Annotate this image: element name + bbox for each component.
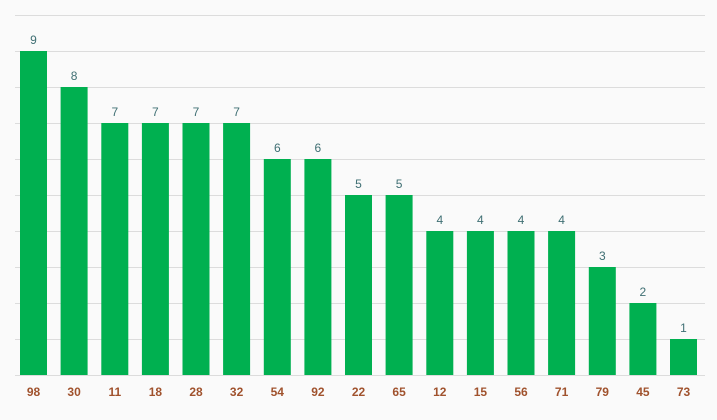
value-label-73: 1 [680, 321, 687, 335]
bar-22 [345, 195, 372, 375]
value-label-65: 5 [396, 177, 403, 191]
bar-54 [263, 159, 291, 375]
x-tick-label-32: 32 [230, 385, 244, 399]
value-label-56: 4 [518, 213, 525, 227]
bar-11 [101, 123, 129, 375]
bar-30 [60, 87, 88, 375]
value-label-79: 3 [599, 249, 606, 263]
bar-32 [223, 123, 251, 375]
bars [20, 51, 697, 375]
value-label-32: 7 [233, 105, 240, 119]
x-tick-label-22: 22 [352, 385, 366, 399]
bar-73 [670, 339, 697, 375]
bar-56 [507, 231, 535, 375]
x-tick-label-45: 45 [636, 385, 650, 399]
x-tick-label-79: 79 [596, 385, 610, 399]
x-tick-label-30: 30 [67, 385, 81, 399]
bar-45 [629, 303, 657, 375]
x-tick-label-71: 71 [555, 385, 569, 399]
bar-15 [466, 231, 494, 375]
x-tick-label-11: 11 [108, 385, 121, 399]
bar-71 [548, 231, 576, 375]
bar-92 [304, 159, 332, 375]
x-tick-label-28: 28 [189, 385, 203, 399]
bar-28 [182, 123, 210, 375]
value-label-11: 7 [111, 105, 118, 119]
value-label-15: 4 [477, 213, 484, 227]
value-label-71: 4 [558, 213, 565, 227]
x-tick-label-18: 18 [149, 385, 163, 399]
value-label-45: 2 [640, 285, 647, 299]
x-tick-label-98: 98 [27, 385, 41, 399]
bar-98 [20, 51, 47, 375]
bar-12 [426, 231, 454, 375]
value-label-30: 8 [71, 69, 78, 83]
x-tick-label-54: 54 [271, 385, 285, 399]
bar-79 [588, 267, 616, 375]
x-tick-label-56: 56 [514, 385, 528, 399]
value-label-12: 4 [436, 213, 443, 227]
value-label-28: 7 [193, 105, 200, 119]
value-label-22: 5 [355, 177, 362, 191]
value-label-54: 6 [274, 141, 281, 155]
bar-65 [385, 195, 413, 375]
x-tick-label-65: 65 [392, 385, 406, 399]
value-label-98: 9 [30, 33, 37, 47]
x-tick-label-15: 15 [474, 385, 488, 399]
x-tick-label-12: 12 [433, 385, 447, 399]
x-tick-label-92: 92 [311, 385, 325, 399]
x-tick-label-73: 73 [677, 385, 691, 399]
value-label-92: 6 [315, 141, 322, 155]
value-label-18: 7 [152, 105, 159, 119]
bar-18 [141, 123, 169, 375]
value-labels: 9 8 7 7 7 7 6 6 5 5 4 4 4 4 3 2 1 [30, 33, 687, 335]
x-axis-tick-labels: 98 30 11 18 28 32 54 92 22 65 12 15 56 71 79 45 73 [27, 385, 691, 399]
